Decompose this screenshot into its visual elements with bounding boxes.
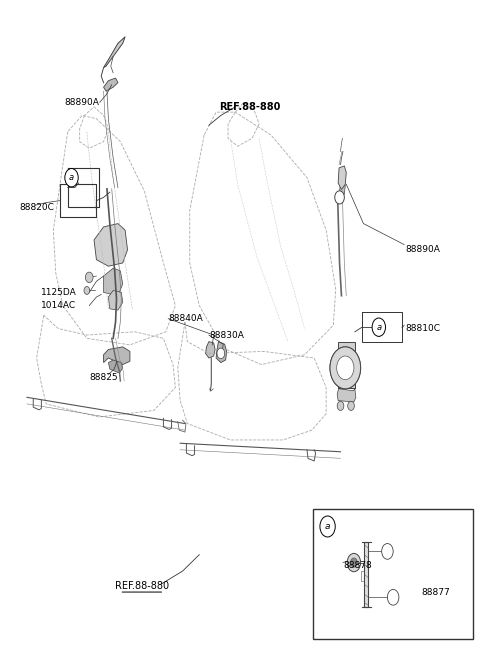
Text: REF.88-880: REF.88-880 bbox=[219, 102, 280, 112]
Circle shape bbox=[382, 543, 393, 559]
Polygon shape bbox=[104, 347, 130, 365]
Polygon shape bbox=[338, 166, 346, 189]
Circle shape bbox=[84, 286, 90, 294]
Circle shape bbox=[350, 558, 357, 567]
Circle shape bbox=[337, 401, 344, 411]
Text: a: a bbox=[69, 173, 74, 182]
Text: 88820C: 88820C bbox=[20, 203, 55, 212]
Circle shape bbox=[320, 516, 335, 537]
Polygon shape bbox=[108, 290, 123, 310]
Polygon shape bbox=[364, 541, 368, 607]
Circle shape bbox=[85, 272, 93, 283]
Text: 88877: 88877 bbox=[422, 587, 451, 597]
Polygon shape bbox=[216, 342, 227, 363]
FancyBboxPatch shape bbox=[313, 509, 473, 639]
Polygon shape bbox=[338, 342, 355, 388]
Text: 88890A: 88890A bbox=[405, 245, 440, 254]
Circle shape bbox=[348, 401, 354, 411]
Polygon shape bbox=[104, 37, 125, 68]
Polygon shape bbox=[104, 268, 123, 296]
Circle shape bbox=[347, 553, 360, 572]
Circle shape bbox=[330, 347, 360, 389]
Circle shape bbox=[65, 169, 78, 187]
Text: REF.88-880: REF.88-880 bbox=[115, 581, 169, 591]
Polygon shape bbox=[339, 181, 345, 197]
Polygon shape bbox=[337, 389, 356, 402]
Circle shape bbox=[217, 348, 225, 359]
Circle shape bbox=[335, 191, 344, 204]
Polygon shape bbox=[94, 223, 128, 266]
Text: 88825: 88825 bbox=[89, 373, 118, 382]
Text: 88810C: 88810C bbox=[405, 324, 440, 333]
Polygon shape bbox=[104, 78, 118, 91]
Text: 88878: 88878 bbox=[343, 561, 372, 570]
Text: 1125DA: 1125DA bbox=[41, 288, 77, 297]
Text: a: a bbox=[325, 522, 330, 531]
Circle shape bbox=[372, 318, 385, 336]
Circle shape bbox=[336, 356, 354, 380]
Text: 88830A: 88830A bbox=[209, 330, 244, 340]
Polygon shape bbox=[205, 342, 215, 358]
Text: a: a bbox=[376, 323, 381, 332]
Circle shape bbox=[330, 347, 360, 389]
Text: 1014AC: 1014AC bbox=[41, 301, 76, 310]
Polygon shape bbox=[108, 360, 123, 373]
Text: 88840A: 88840A bbox=[168, 314, 203, 323]
Text: 88890A: 88890A bbox=[64, 98, 99, 107]
Circle shape bbox=[336, 356, 354, 380]
Circle shape bbox=[387, 589, 399, 605]
